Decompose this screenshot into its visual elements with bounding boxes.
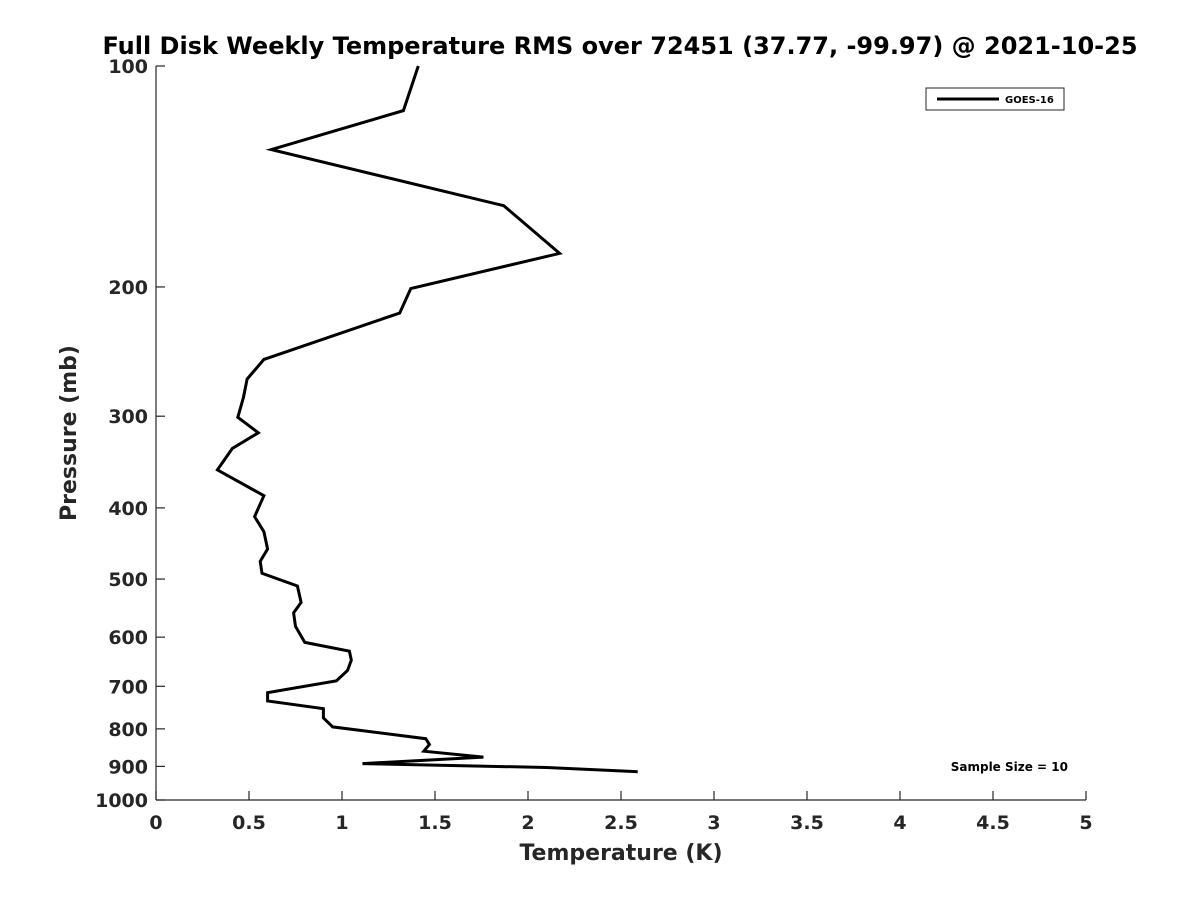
x-tick-label: 0	[149, 812, 162, 834]
x-tick-label: 4.5	[976, 812, 1010, 834]
x-axis-label: Temperature (K)	[519, 841, 722, 866]
y-tick-label: 600	[108, 627, 148, 649]
y-tick-label: 700	[108, 676, 148, 698]
x-tick-label: 3	[707, 812, 720, 834]
x-tick-label: 4	[893, 812, 906, 834]
legend: GOES-16	[925, 87, 1065, 111]
y-axis-label: Pressure (mb)	[57, 345, 82, 521]
x-tick-label: 1	[335, 812, 348, 834]
y-tick-label: 200	[108, 277, 148, 299]
y-tick-label: 1000	[95, 790, 148, 812]
y-ticks: 100 200 300 400 500 600 700 800 900 1000	[95, 56, 165, 812]
x-tick-label: 1.5	[418, 812, 452, 834]
y-tick-label: 300	[108, 406, 148, 428]
y-tick-label: 800	[108, 719, 148, 741]
x-tick-label: 2	[521, 812, 534, 834]
x-tick-label: 2.5	[604, 812, 638, 834]
y-tick-label: 900	[108, 756, 148, 778]
x-ticks: 0 0.5 1 1.5 2 2.5 3 3.5 4 4.5 5	[149, 791, 1093, 834]
y-tick-label: 100	[108, 56, 148, 78]
series-line-goes-16	[215, 65, 638, 774]
x-tick-label: 5	[1079, 812, 1092, 834]
x-tick-label: 0.5	[232, 812, 266, 834]
y-tick-label: 500	[108, 569, 148, 591]
chart-title: Full Disk Weekly Temperature RMS over 72…	[102, 32, 1137, 60]
y-tick-label: 400	[108, 498, 148, 520]
legend-entry-goes-16: GOES-16	[1005, 95, 1054, 106]
sample-size-annotation: Sample Size = 10	[951, 760, 1068, 774]
x-tick-label: 3.5	[790, 812, 824, 834]
